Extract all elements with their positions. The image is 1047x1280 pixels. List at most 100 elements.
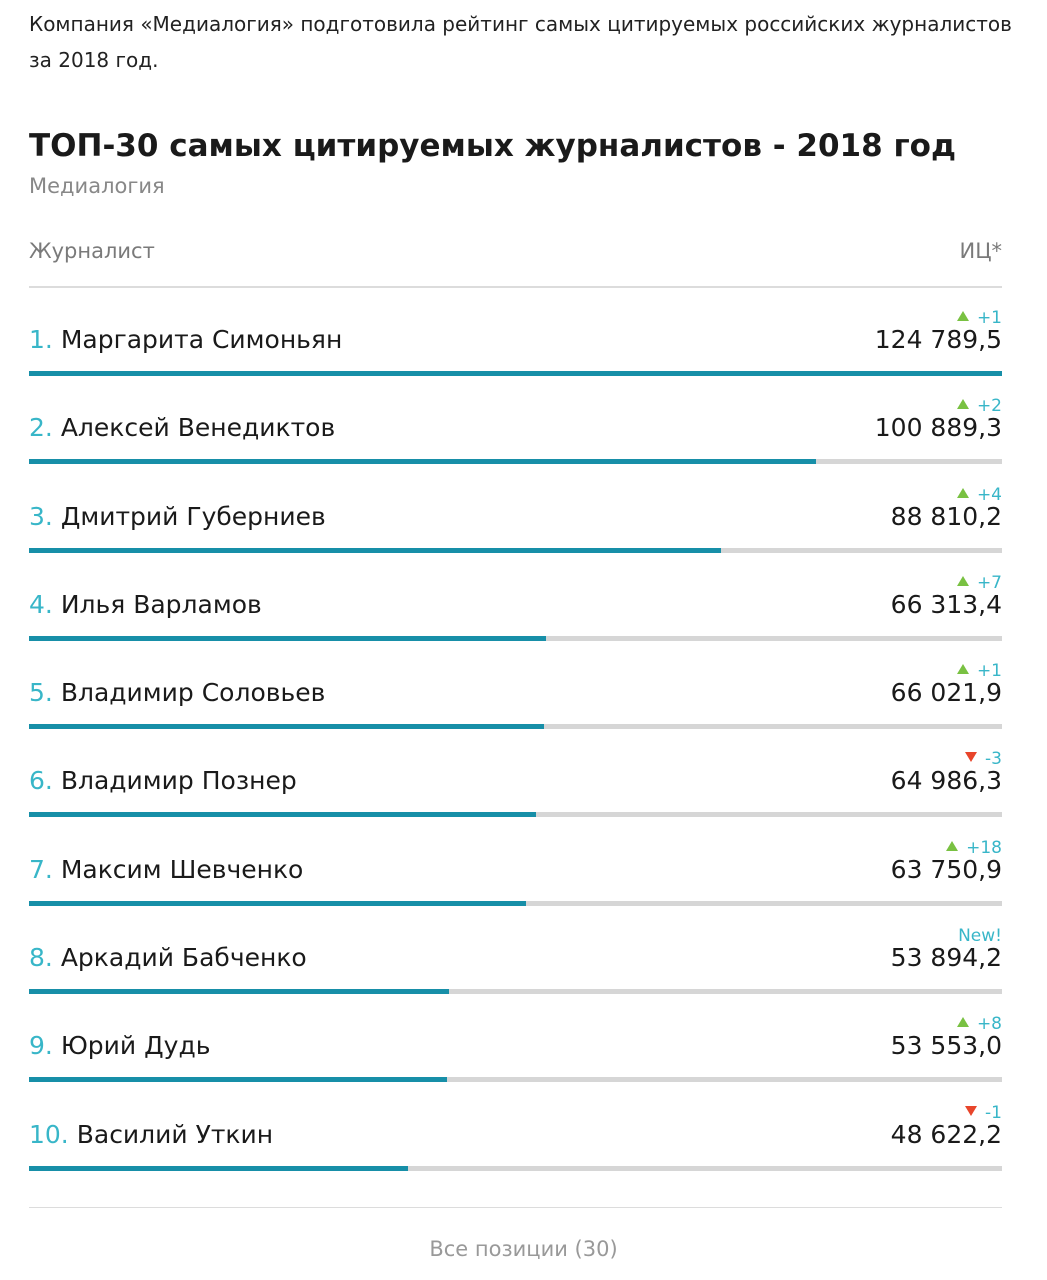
bar-fill [29,812,536,818]
rating-row: 8. Аркадий Бабченко New! 53 894,2 [29,906,1002,995]
rank-change: +1 [956,308,1002,328]
column-header-journalist: Журналист [29,239,155,263]
bar-track [29,459,1002,465]
journalist-name: 6. Владимир Познер [29,765,297,797]
rank-change-text: +7 [976,572,1002,593]
citation-index-value: 63 750,9 [890,854,1002,884]
journalist-name: 2. Алексей Венедиктов [29,412,335,444]
bar-track [29,371,1002,376]
triangle-up-icon [956,575,969,586]
bar-fill [29,371,1002,376]
rating-row: 9. Юрий Дудь +8 53 553,0 [29,994,1002,1083]
rank-change-text: +4 [976,484,1002,505]
journalist-name: 8. Аркадий Бабченко [29,942,307,974]
footer-divider [29,1207,1002,1208]
bar-track [29,900,1002,906]
journalist-name-text: Илья Варламов [60,589,262,619]
journalist-name: 10. Василий Уткин [29,1119,273,1151]
rank-number: 2. [29,413,53,443]
citation-index-value: 53 553,0 [890,1031,1002,1061]
rank-change-text: -3 [985,749,1002,770]
journalist-name-text: Максим Шевченко [60,854,304,884]
rank-change: +2 [956,396,1002,417]
rank-number: 4. [29,589,53,619]
rating-row: 5. Владимир Соловьев +1 66 021,9 [29,641,1002,730]
column-header-index: ИЦ* [959,239,1002,263]
rank-number: 8. [29,943,53,973]
journalist-name-text: Алексей Венедиктов [60,413,336,443]
journalist-name: 5. Владимир Соловьев [29,677,325,709]
chart-source: Медиалогия [29,174,165,198]
rank-change: +1 [956,661,1002,682]
bar-fill [29,1165,408,1171]
chart-title: ТОП-30 самых цитируемых журналистов - 20… [29,128,956,164]
rating-list: 1. Маргарита Симоньян +1 124 789,5 2. Алекс… [29,288,1002,1171]
rank-change: -1 [965,1103,1002,1123]
bar-track [29,812,1002,818]
rank-number: 3. [29,501,53,531]
triangle-up-icon [956,664,969,675]
rank-change: +4 [956,484,1002,505]
all-positions-link[interactable]: Все позиции (30) [429,1237,618,1261]
bar-track [29,724,1002,730]
rank-change-text: +18 [966,837,1002,858]
triangle-up-icon [956,487,969,498]
bar-fill [29,900,526,906]
citation-index-value: 88 810,2 [890,501,1002,531]
triangle-up-icon [956,1017,969,1028]
rank-number: 7. [29,854,53,884]
rank-change-text: New! [958,926,1002,947]
triangle-down-icon [965,1105,978,1116]
journalist-name-text: Дмитрий Губерниев [60,501,326,531]
rating-row: 4. Илья Варламов +7 66 313,4 [29,553,1002,641]
rank-change: +8 [956,1014,1002,1035]
rank-change-text: +2 [976,396,1002,417]
bar-fill [29,989,449,995]
rank-change-text: -1 [985,1102,1002,1123]
rank-number: 5. [29,678,53,708]
bar-track [29,1077,1002,1083]
rating-row: 10. Василий Уткин -1 48 622,2 [29,1083,1002,1171]
header-divider [29,286,1002,288]
journalist-name: 1. Маргарита Симоньян [29,324,342,356]
rating-row: 7. Максим Шевченко +18 63 750,9 [29,818,1002,906]
bar-track [29,989,1002,995]
rank-change-text: +1 [976,308,1002,328]
intro-text: Компания «Медиалогия» подготовила рейтин… [29,12,1012,72]
rank-change: -3 [965,749,1002,769]
rank-change: +18 [946,838,1002,858]
triangle-up-icon [946,840,959,851]
bar-track [29,635,1002,641]
journalist-name: 7. Максим Шевченко [29,854,303,886]
rating-row: 1. Маргарита Симоньян +1 124 789,5 [29,288,1002,376]
rating-row: 6. Владимир Познер -3 64 986,3 [29,729,1002,818]
journalist-name: 4. Илья Варламов [29,589,262,621]
journalist-name-text: Аркадий Бабченко [60,943,307,973]
rank-number: 6. [29,766,53,796]
journalist-name-text: Юрий Дудь [60,1031,211,1061]
bar-track [29,1165,1002,1171]
citation-index-value: 64 986,3 [890,766,1002,796]
bar-track [29,547,1002,553]
rating-row: 3. Дмитрий Губерниев +4 88 810,2 [29,465,1002,553]
rank-change-text: +1 [976,661,1002,682]
bar-fill [29,1077,447,1083]
rating-row: 2. Алексей Венедиктов +2 100 889,3 [29,376,1002,465]
citation-index-value: 48 622,2 [890,1119,1002,1149]
rank-number: 9. [29,1031,53,1061]
triangle-down-icon [965,752,978,763]
rank-change: +7 [956,572,1002,593]
journalist-name: 9. Юрий Дудь [29,1030,210,1062]
journalist-name-text: Маргарита Симоньян [60,325,343,354]
citation-index-value: 100 889,3 [874,413,1002,443]
rank-change-text: +8 [976,1014,1002,1035]
bar-fill [29,459,816,465]
rank-number: 1. [29,325,53,354]
column-header: Журналист ИЦ* [29,236,1002,266]
journalist-name-text: Владимир Познер [60,766,297,796]
journalist-name: 3. Дмитрий Губерниев [29,501,326,533]
journalist-name-text: Владимир Соловьев [60,678,326,708]
rank-number: 10. [29,1119,69,1149]
bar-fill [29,547,721,553]
citation-index-value: 53 894,2 [890,943,1002,973]
